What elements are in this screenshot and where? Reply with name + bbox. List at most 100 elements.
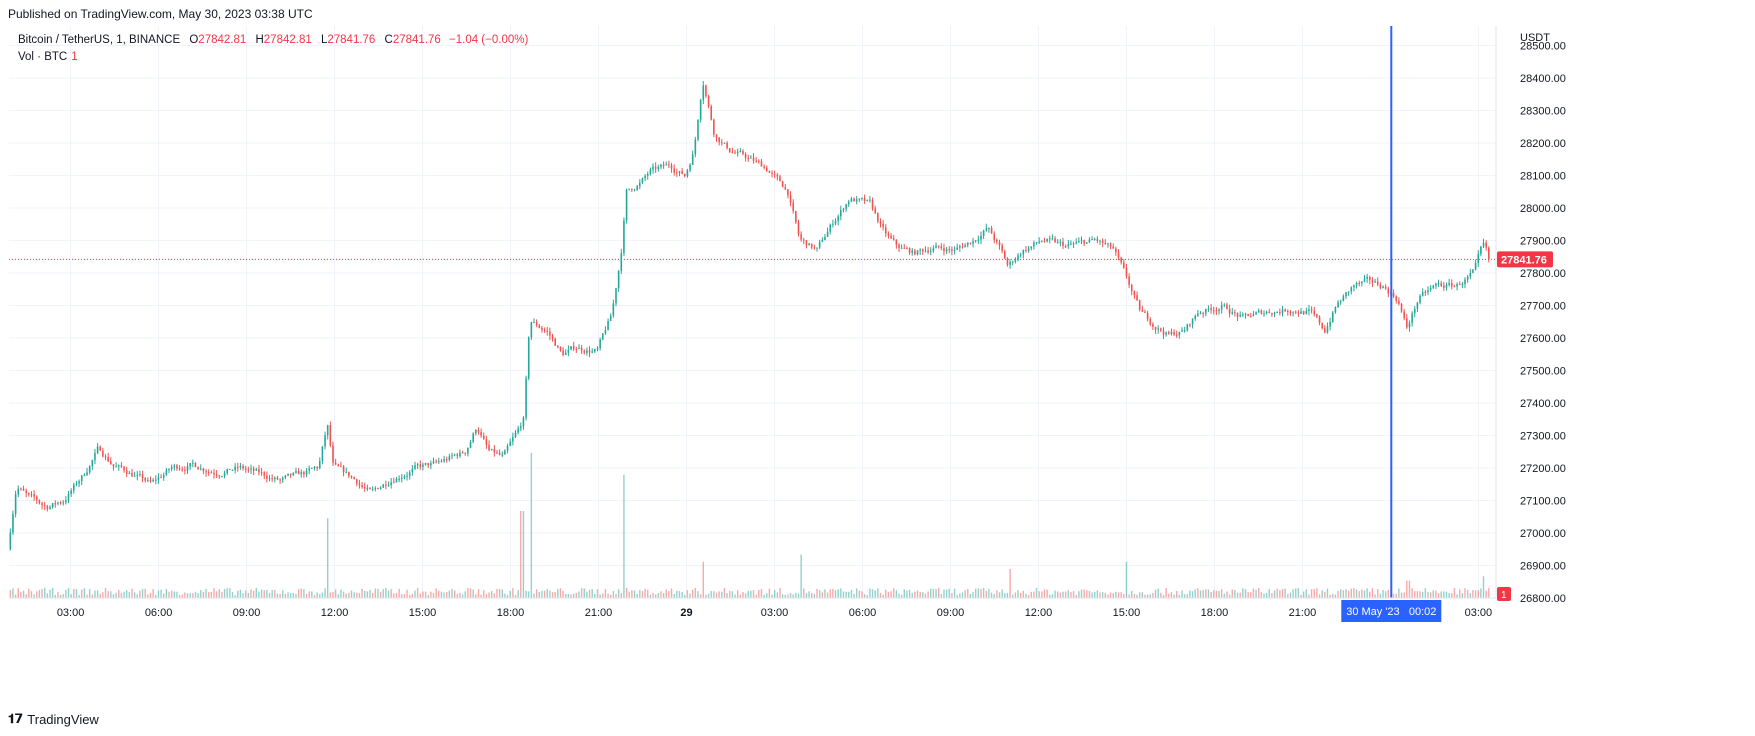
volume-bar <box>1437 593 1440 598</box>
volume-bar <box>1186 594 1188 598</box>
volume-bar <box>744 593 747 598</box>
volume-bar <box>459 592 461 598</box>
volume-bar <box>316 592 318 598</box>
candle-body <box>1223 304 1226 306</box>
candle-body <box>263 472 266 476</box>
volume-bar <box>38 590 41 598</box>
volume-bar <box>520 511 522 598</box>
candle-body <box>699 100 702 120</box>
candle-body <box>1379 284 1382 289</box>
volume-bar <box>165 588 168 598</box>
candle-body <box>1424 291 1427 293</box>
candle-body <box>797 222 800 235</box>
candle-body <box>1194 315 1197 319</box>
volume-bar <box>729 590 731 598</box>
volume-bar <box>885 589 887 598</box>
candle-body <box>586 350 588 353</box>
candle-body <box>787 189 789 196</box>
volume-badge-label: 1 <box>1501 590 1507 601</box>
candle-body <box>1144 311 1146 313</box>
candle-body <box>927 250 929 253</box>
chart-frame[interactable]: USDT 26800.00 26900.00 27000.00 27100.00 272… <box>9 26 1755 696</box>
candle-body <box>398 478 400 480</box>
volume-bar <box>49 589 51 598</box>
volume-bar <box>1339 589 1342 598</box>
volume-bar <box>977 588 980 598</box>
volume-bar <box>1250 592 1252 598</box>
volume-bar <box>170 590 173 598</box>
candle-body <box>223 473 226 477</box>
candle-body <box>1027 248 1030 251</box>
volume-bar <box>110 591 112 598</box>
candle-body <box>662 164 665 166</box>
candle-body <box>879 221 882 224</box>
candle-body <box>1368 277 1371 280</box>
brand-name: TradingView <box>27 711 99 727</box>
volume-bar <box>961 592 964 598</box>
volume-bar <box>292 592 295 598</box>
volume-bar <box>1154 589 1157 598</box>
candle-body <box>1273 312 1276 315</box>
symbol-legend[interactable]: Bitcoin / TetherUS, 1, BINANCE O27842.81… <box>18 34 528 46</box>
volume-bar <box>245 590 247 598</box>
volume-bar <box>985 590 987 598</box>
candle-body <box>313 467 316 469</box>
candle-body <box>1104 243 1107 245</box>
candle-body <box>1249 315 1252 317</box>
volume-value: 1 <box>71 51 78 63</box>
volume-bar <box>1411 588 1413 598</box>
candle-body <box>83 474 86 476</box>
volume-bar <box>522 511 525 598</box>
candle-body <box>28 492 30 495</box>
candle-body <box>356 479 358 484</box>
candle-body <box>639 182 641 187</box>
candle-body <box>535 322 538 326</box>
candle-body <box>1003 251 1006 259</box>
volume-bar <box>297 589 300 598</box>
volume-bar <box>395 593 398 598</box>
candle-body <box>1115 248 1117 253</box>
volume-bar <box>419 593 421 598</box>
volume-bar <box>1226 591 1228 598</box>
symbol-title[interactable]: Bitcoin / TetherUS, 1, BINANCE <box>18 34 181 46</box>
candle-body <box>1154 326 1157 330</box>
candle-body <box>1202 312 1204 314</box>
candle-body <box>601 333 604 340</box>
volume-bar <box>736 590 739 598</box>
volume-bar <box>83 588 86 598</box>
candle-body <box>572 346 575 350</box>
candle-body <box>1189 324 1191 326</box>
candle-body <box>654 166 657 169</box>
candle-body <box>575 349 578 351</box>
footer-brand[interactable]: 𝟏𝟳 TradingView <box>8 711 99 727</box>
volume-bar <box>229 588 231 598</box>
volume-bar <box>1194 589 1196 598</box>
volume-bar <box>125 590 128 598</box>
candle-body <box>914 250 916 255</box>
candle-body <box>1321 322 1323 329</box>
volume-bar <box>1080 589 1083 598</box>
volume-bar <box>94 590 96 598</box>
volume-bar <box>760 589 763 598</box>
candle-body <box>1162 330 1165 335</box>
open-value: 27842.81 <box>198 34 247 46</box>
candle-body <box>25 490 27 493</box>
volume-bar <box>99 593 101 598</box>
candle-body <box>1413 308 1416 314</box>
volume-bar <box>1334 594 1337 598</box>
candle-body <box>284 475 287 478</box>
volume-bar <box>435 588 437 598</box>
candle-body <box>215 474 218 476</box>
volume-bar <box>840 588 842 598</box>
volume-bar <box>1141 592 1144 598</box>
volume-bar <box>588 589 591 598</box>
volume-bar <box>382 589 384 598</box>
volume-bar <box>705 594 707 598</box>
candle-body <box>755 160 757 162</box>
candle-body <box>440 461 443 463</box>
volume-bar <box>567 593 570 598</box>
candle-body <box>977 239 980 241</box>
volume-bar <box>1289 592 1292 598</box>
volume-legend[interactable]: Vol · BTC 1 <box>18 51 78 63</box>
price-chart[interactable]: USDT 26800.00 26900.00 27000.00 27100.00 272… <box>9 26 1755 696</box>
